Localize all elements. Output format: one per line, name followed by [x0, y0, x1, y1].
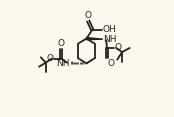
Text: O: O — [108, 58, 115, 68]
Text: O: O — [46, 54, 53, 63]
Text: OH: OH — [102, 25, 116, 34]
Text: O: O — [57, 39, 64, 48]
Polygon shape — [86, 38, 103, 40]
Text: O: O — [114, 44, 121, 52]
Text: NH: NH — [56, 59, 70, 68]
Text: O: O — [84, 11, 91, 20]
Text: NH: NH — [104, 35, 117, 44]
